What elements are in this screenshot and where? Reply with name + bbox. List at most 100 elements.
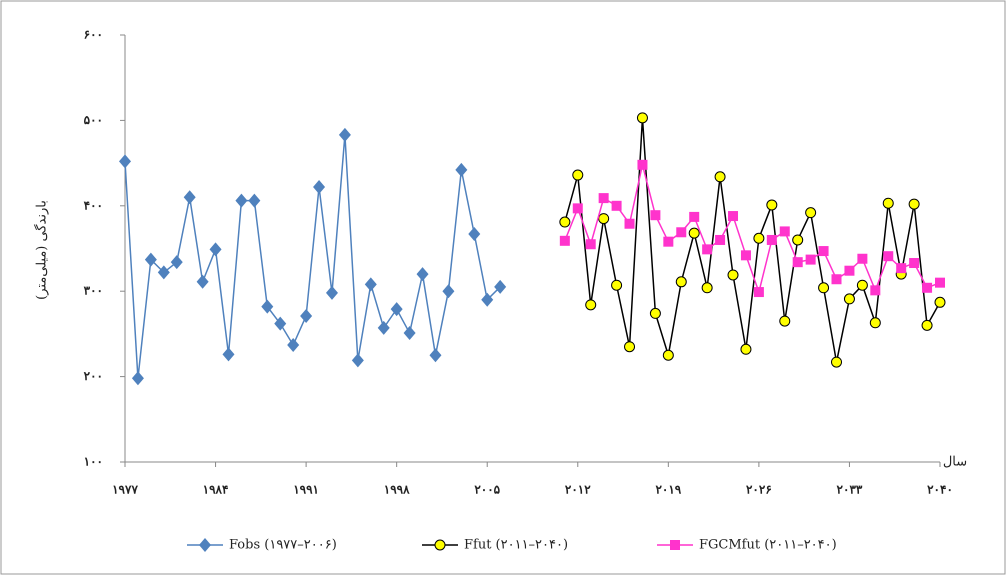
data-point bbox=[157, 265, 170, 280]
data-point bbox=[753, 287, 764, 298]
y-tick-label: ۱۰۰ bbox=[84, 455, 103, 469]
data-point bbox=[740, 343, 752, 355]
data-point bbox=[235, 193, 248, 208]
data-point bbox=[909, 258, 920, 269]
data-point bbox=[753, 232, 765, 244]
data-point bbox=[792, 234, 804, 246]
x-tick-label: ۱۹۸۴ bbox=[203, 483, 229, 497]
data-point bbox=[831, 274, 842, 285]
data-point bbox=[805, 254, 816, 265]
data-point bbox=[766, 199, 778, 211]
data-point bbox=[844, 265, 855, 276]
data-point bbox=[728, 211, 739, 222]
data-point bbox=[144, 252, 157, 267]
data-point bbox=[429, 348, 442, 363]
legend-marker bbox=[670, 540, 680, 550]
data-point bbox=[779, 226, 790, 237]
data-point bbox=[805, 207, 817, 219]
x-tick-label: ۲۰۴۰ bbox=[927, 483, 953, 497]
data-point bbox=[779, 315, 791, 327]
data-point bbox=[559, 216, 571, 228]
x-tick-label: ۲۰۲۶ bbox=[746, 483, 772, 497]
legend-marker bbox=[199, 538, 211, 552]
data-point bbox=[818, 246, 829, 257]
data-point bbox=[131, 371, 144, 386]
data-point bbox=[338, 127, 351, 142]
y-tick-label: ۳۰۰ bbox=[84, 284, 103, 298]
data-point bbox=[390, 302, 403, 317]
data-point bbox=[882, 197, 894, 209]
data-point bbox=[287, 338, 300, 353]
data-point bbox=[831, 356, 843, 368]
data-point bbox=[611, 279, 623, 291]
data-point bbox=[662, 349, 674, 361]
data-point bbox=[325, 285, 338, 300]
data-point bbox=[637, 159, 648, 170]
data-point bbox=[650, 210, 661, 221]
data-point bbox=[585, 239, 596, 250]
data-point bbox=[857, 253, 868, 264]
data-point bbox=[313, 180, 326, 195]
data-point bbox=[701, 282, 713, 294]
legend-label: Fobs (۱۹۷۷–۲۰۰۶) bbox=[229, 538, 337, 553]
data-point bbox=[442, 284, 455, 299]
data-point bbox=[403, 326, 416, 341]
data-point bbox=[715, 234, 726, 245]
data-point bbox=[572, 169, 584, 181]
x-tick-label: ۱۹۷۷ bbox=[112, 483, 138, 497]
data-point bbox=[766, 234, 777, 245]
data-point bbox=[870, 285, 881, 296]
data-point bbox=[364, 277, 377, 292]
data-point bbox=[248, 193, 261, 208]
data-point bbox=[196, 274, 209, 289]
data-point bbox=[494, 279, 507, 294]
data-point bbox=[183, 190, 196, 205]
data-point bbox=[416, 267, 429, 282]
series-line bbox=[564, 117, 941, 363]
data-point bbox=[585, 299, 597, 311]
data-point bbox=[274, 316, 287, 331]
data-point bbox=[209, 242, 222, 257]
series-line bbox=[124, 134, 501, 379]
data-point bbox=[170, 255, 183, 270]
x-tick-label: ۲۰۳۳ bbox=[837, 483, 863, 497]
legend-label: FGCMfut (۲۰۱۱–۲۰۴۰) bbox=[699, 538, 837, 553]
data-point bbox=[688, 227, 700, 239]
x-tick-label: ۲۰۱۲ bbox=[565, 483, 591, 497]
data-point bbox=[689, 211, 700, 222]
data-point bbox=[843, 293, 855, 305]
data-point bbox=[636, 112, 648, 124]
y-axis-label: بارندگی (میلی‌متر) bbox=[34, 200, 50, 300]
y-tick-label: ۶۰۰ bbox=[84, 28, 103, 42]
data-point bbox=[455, 162, 468, 177]
data-point bbox=[468, 226, 481, 241]
data-point bbox=[675, 276, 687, 288]
data-point bbox=[663, 236, 674, 247]
data-point bbox=[869, 317, 881, 329]
data-point bbox=[908, 198, 920, 210]
data-point bbox=[222, 347, 235, 362]
data-point bbox=[935, 277, 945, 288]
data-point bbox=[119, 154, 131, 169]
data-point bbox=[624, 341, 636, 353]
data-point bbox=[792, 257, 803, 268]
data-point bbox=[921, 319, 933, 331]
data-point bbox=[818, 282, 830, 294]
data-point bbox=[377, 320, 390, 335]
data-point bbox=[714, 171, 726, 183]
y-tick-label: ۵۰۰ bbox=[84, 113, 103, 127]
data-point bbox=[676, 227, 687, 238]
data-point bbox=[572, 203, 583, 214]
data-point bbox=[351, 353, 364, 368]
y-tick-label: ۲۰۰ bbox=[84, 369, 103, 383]
data-point bbox=[300, 308, 313, 323]
data-point bbox=[727, 269, 739, 281]
data-point bbox=[481, 292, 494, 307]
x-tick-label: ۲۰۱۹ bbox=[655, 483, 681, 497]
x-tick-label: ۱۹۹۱ bbox=[293, 483, 319, 497]
data-point bbox=[598, 213, 610, 225]
x-tick-label: ۲۰۰۵ bbox=[474, 483, 500, 497]
data-point bbox=[883, 251, 894, 262]
